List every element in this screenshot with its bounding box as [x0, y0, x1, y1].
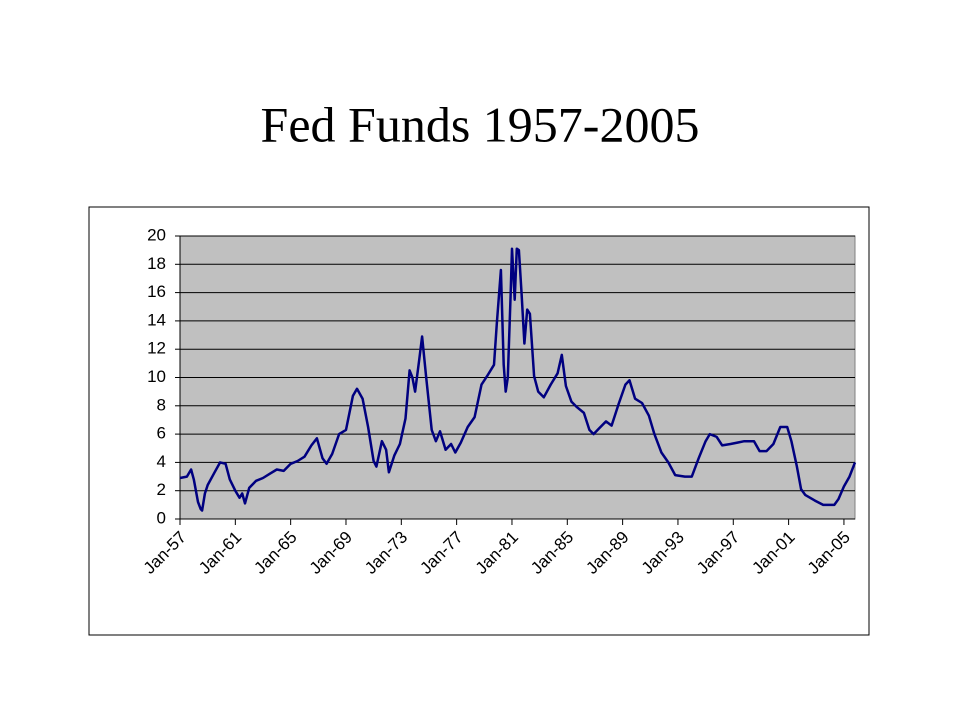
y-tick-label: 2 — [157, 480, 166, 499]
y-tick-label: 12 — [147, 339, 166, 358]
y-tick-label: 0 — [157, 508, 166, 527]
y-tick-label: 10 — [147, 367, 166, 386]
series-line — [179, 247, 857, 512]
y-tick-label: 20 — [147, 225, 166, 244]
y-tick-label: 14 — [147, 310, 166, 329]
chart-title: Fed Funds 1957-2005 — [261, 96, 700, 152]
y-tick-label: 4 — [157, 452, 166, 471]
y-tick-label: 6 — [157, 424, 166, 443]
y-tick-label: 18 — [147, 254, 166, 273]
y-tick-label: 16 — [147, 282, 166, 301]
y-tick-label: 8 — [157, 395, 166, 414]
